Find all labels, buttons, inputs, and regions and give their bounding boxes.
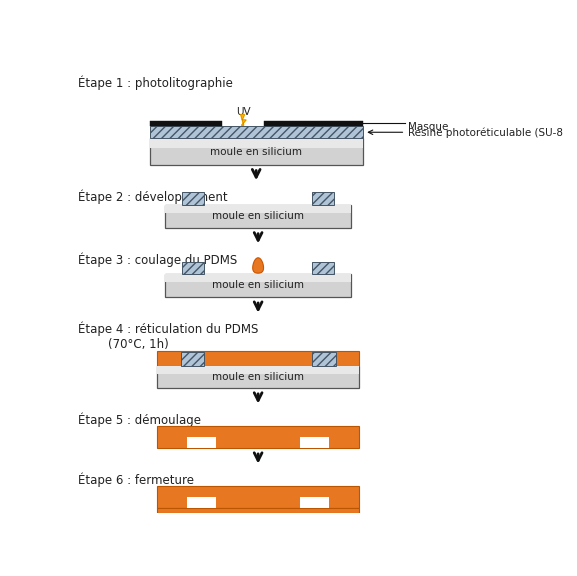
Bar <box>158 366 359 388</box>
Text: UV: UV <box>235 107 250 117</box>
Text: Étape 2 : développement: Étape 2 : développement <box>78 190 228 204</box>
Bar <box>300 497 329 508</box>
Bar <box>149 138 363 165</box>
Text: Étape 4 : réticulation du PDMS
        (70°C, 1h): Étape 4 : réticulation du PDMS (70°C, 1h… <box>78 321 258 351</box>
Bar <box>312 192 334 204</box>
Text: Résine photoréticulable (SU-8: Résine photoréticulable (SU-8 <box>408 128 563 138</box>
Text: Étape 1 : photolitographie: Étape 1 : photolitographie <box>78 75 233 90</box>
Bar <box>182 192 204 204</box>
Polygon shape <box>241 115 246 126</box>
Text: moule en silicium: moule en silicium <box>210 146 302 157</box>
Bar <box>149 126 363 138</box>
Bar <box>158 351 359 366</box>
Bar <box>149 138 363 147</box>
Bar <box>165 274 351 282</box>
Text: Étape 5 : démoulage: Étape 5 : démoulage <box>78 412 201 427</box>
Bar <box>158 366 359 374</box>
Bar <box>158 508 359 513</box>
Text: Masque: Masque <box>408 122 448 132</box>
Bar <box>158 426 359 448</box>
Bar <box>182 262 204 274</box>
Text: moule en silicium: moule en silicium <box>212 372 304 382</box>
Bar <box>187 497 216 508</box>
Bar <box>300 437 329 448</box>
Bar <box>165 274 351 297</box>
Bar <box>312 262 334 274</box>
Text: Étape 6 : fermeture: Étape 6 : fermeture <box>78 472 194 487</box>
Bar <box>181 353 204 366</box>
Text: moule en silicium: moule en silicium <box>212 281 304 290</box>
Bar <box>158 487 359 508</box>
Bar <box>312 353 336 366</box>
Bar <box>165 204 351 213</box>
Text: Étape 3 : coulage du PDMS: Étape 3 : coulage du PDMS <box>78 252 238 267</box>
Bar <box>264 121 363 126</box>
Bar <box>149 121 222 126</box>
Text: moule en silicium: moule en silicium <box>212 211 304 221</box>
Bar <box>187 437 216 448</box>
Bar <box>165 204 351 228</box>
PathPatch shape <box>253 258 264 273</box>
